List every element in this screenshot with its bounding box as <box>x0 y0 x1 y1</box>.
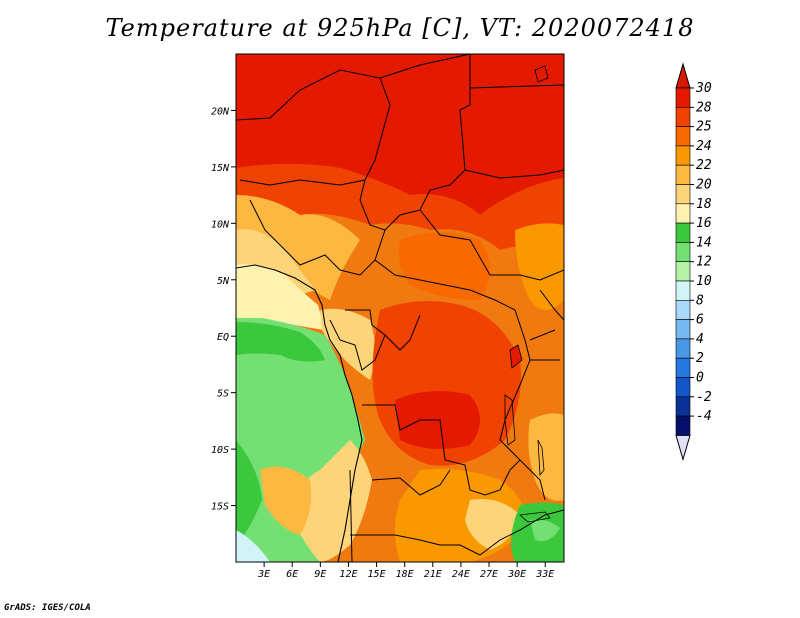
colorbar-label: 30 <box>695 81 712 96</box>
nile-feature <box>534 65 549 83</box>
lon-tick-label: 6E <box>286 569 298 580</box>
colorbar-swatch <box>675 299 691 320</box>
lat-tick-label: 5N <box>217 276 230 287</box>
colorbar-swatch <box>675 357 691 378</box>
colorbar-label: 6 <box>696 313 704 328</box>
colorbar-label: 14 <box>696 235 712 250</box>
colorbar-swatch <box>675 396 691 417</box>
lat-tick-label: 10S <box>211 445 229 456</box>
lat-tick-label: 5S <box>217 389 229 400</box>
coastline <box>235 264 363 563</box>
colorbar-bottom-arrow <box>675 434 691 462</box>
lake-victoria <box>509 344 523 369</box>
lat-tick-label: 15N <box>211 163 230 174</box>
colorbar-label: 24 <box>696 139 712 154</box>
colorbar-swatch <box>675 261 691 282</box>
colorbar-label: 2 <box>696 351 704 366</box>
lat-tick-label: 20N <box>211 106 230 117</box>
colorbar-swatch <box>675 203 691 224</box>
colorbar-swatch <box>675 164 691 185</box>
colorbar-swatch <box>675 184 691 205</box>
lon-tick-label: 18E <box>396 569 414 580</box>
lon-tick-label: 9E <box>314 569 326 580</box>
colorbar-label: -4 <box>696 409 712 424</box>
colorbar-top-arrow <box>675 62 691 89</box>
lat-tick-label: 10N <box>211 219 230 230</box>
country-borders <box>236 54 564 562</box>
colorbar-swatch <box>675 107 691 127</box>
lon-tick-label: 33E <box>535 569 554 580</box>
colorbar-swatch <box>675 126 691 147</box>
lon-tick-label: 15E <box>368 569 386 580</box>
latitude-ticks: 20N 15N 10N 5N EQ 5S 10S 15S <box>211 106 236 513</box>
colorbar-label: 16 <box>696 216 712 231</box>
colorbar-label: 4 <box>696 332 704 347</box>
colorbar-label: -2 <box>696 390 712 405</box>
colorbar-label: 8 <box>696 293 704 308</box>
colorbar-label: 10 <box>696 274 712 289</box>
lake-malawi <box>537 439 545 477</box>
lake-kariba <box>519 511 551 523</box>
lon-tick-label: 24E <box>452 569 470 580</box>
colorbar-label: 12 <box>696 255 712 270</box>
colorbar-swatch <box>675 145 691 166</box>
colorbar-label: 25 <box>696 120 712 135</box>
map-title: Temperature at 925hPa [C], VT: 202007241… <box>105 14 695 42</box>
colorbar-label: 22 <box>696 158 712 173</box>
lon-tick-label: 30E <box>507 569 526 580</box>
colorbar-swatch <box>675 338 691 359</box>
colorbar-swatch <box>675 242 691 262</box>
colorbar-swatch <box>675 377 691 398</box>
grads-credit: GrADS: IGES/COLA <box>4 603 91 613</box>
lon-tick-label: 3E <box>257 569 270 580</box>
colorbar-label: 0 <box>696 371 704 386</box>
lon-tick-label: 27E <box>480 569 498 580</box>
colorbar-swatch <box>675 415 691 436</box>
lon-tick-label: 12E <box>339 569 357 580</box>
colorbar-label: 18 <box>696 197 712 212</box>
colorbar-label: 20 <box>696 178 712 193</box>
temperature-field <box>236 54 564 562</box>
colorbar-swatch <box>675 222 691 243</box>
lon-tick-label: 21E <box>424 569 442 580</box>
colorbar-swatch <box>675 87 691 108</box>
colorbar-label: 28 <box>696 100 712 115</box>
map-frame <box>235 53 565 563</box>
colorbar-swatch <box>675 280 691 301</box>
lake-tanganyika <box>504 394 516 446</box>
lat-tick-label: 15S <box>211 502 229 513</box>
longitude-ticks: 3E 6E 9E 12E 15E 18E 21E 24E 27E 30E 33E <box>257 562 554 580</box>
colorbar-swatch <box>675 319 691 340</box>
lat-tick-label: EQ <box>217 332 229 343</box>
